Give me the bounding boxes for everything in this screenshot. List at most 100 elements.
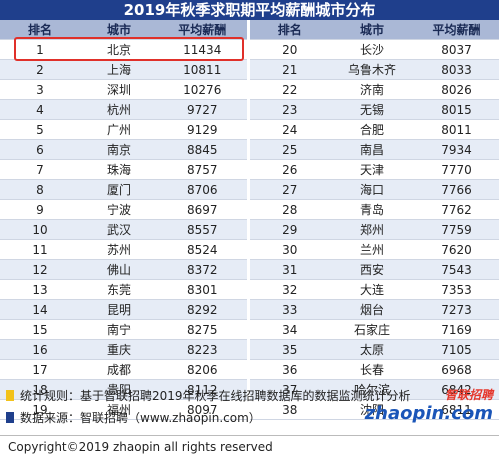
cell-rank-left: 9 <box>0 199 80 220</box>
header-row: 排名 城市 平均薪酬 排名 城市 平均薪酬 <box>0 20 499 40</box>
cell-rank-left: 4 <box>0 99 80 120</box>
cell-salary-right: 7105 <box>414 339 499 360</box>
table-row: 2 上海 10811 21 乌鲁木齐 8033 <box>0 59 499 80</box>
table-row: 11 苏州 8524 30 兰州 7620 <box>0 239 499 260</box>
cell-rank-left: 11 <box>0 239 80 260</box>
cell-salary-right: 8026 <box>414 79 499 100</box>
cell-salary-right: 8033 <box>414 59 499 80</box>
cell-rank-right: 22 <box>246 79 330 100</box>
cell-city-left: 杭州 <box>80 99 158 120</box>
footer-source: 数据来源：智联招聘（www.zhaopin.com） <box>0 409 499 426</box>
table-row: 14 昆明 8292 33 烟台 7273 <box>0 299 499 320</box>
cell-city-left: 深圳 <box>80 79 158 100</box>
cell-rank-left: 12 <box>0 259 80 280</box>
cell-salary-left: 8697 <box>158 199 248 220</box>
table-row: 6 南京 8845 25 南昌 7934 <box>0 139 499 160</box>
header-salary-left: 平均薪酬 <box>158 20 248 40</box>
cell-city-right: 长沙 <box>330 39 414 60</box>
cell-salary-left: 8097 <box>158 399 248 420</box>
cell-rank-left: 16 <box>0 339 80 360</box>
cell-salary-left: 8275 <box>158 319 248 340</box>
cell-salary-left: 8206 <box>158 359 248 380</box>
cell-rank-right: 25 <box>246 139 330 160</box>
table-row: 16 重庆 8223 35 太原 7105 <box>0 339 499 360</box>
cell-city-left: 福州 <box>80 399 158 420</box>
header-city-left: 城市 <box>80 20 158 40</box>
header-rank-right: 排名 <box>246 20 330 40</box>
cell-rank-left: 14 <box>0 299 80 320</box>
cell-salary-right: 7934 <box>414 139 499 160</box>
cell-city-right: 天津 <box>330 159 414 180</box>
cell-city-right: 太原 <box>330 339 414 360</box>
cell-salary-left: 9727 <box>158 99 248 120</box>
cell-city-left: 东莞 <box>80 279 158 300</box>
cell-salary-right: 7762 <box>414 199 499 220</box>
cell-salary-right: 7770 <box>414 159 499 180</box>
cell-salary-right: 8015 <box>414 99 499 120</box>
cell-rank-right: 23 <box>246 99 330 120</box>
cell-rank-right: 20 <box>246 39 330 60</box>
table-row: 1 北京 11434 20 长沙 8037 <box>0 39 499 60</box>
cell-salary-left: 8112 <box>158 379 248 400</box>
cell-rank-left: 3 <box>0 79 80 100</box>
table-row: 10 武汉 8557 29 郑州 7759 <box>0 219 499 240</box>
copyright: Copyright©2019 zhaopin all rights reserv… <box>8 440 273 454</box>
header-city-right: 城市 <box>330 20 414 40</box>
cell-salary-right: 7353 <box>414 279 499 300</box>
table-row: 18 贵阳 8112 37 哈尔滨 6842 <box>0 379 499 400</box>
cell-city-right: 济南 <box>330 79 414 100</box>
cell-rank-left: 19 <box>0 399 80 420</box>
cell-city-left: 武汉 <box>80 219 158 240</box>
table-row: 17 成都 8206 36 长春 6968 <box>0 359 499 380</box>
header-rank-left: 排名 <box>0 20 80 40</box>
cell-rank-left: 18 <box>0 379 80 400</box>
table-row: 5 广州 9129 24 合肥 8011 <box>0 119 499 140</box>
table-row: 9 宁波 8697 28 青岛 7762 <box>0 199 499 220</box>
cell-rank-left: 8 <box>0 179 80 200</box>
cell-salary-right: 7169 <box>414 319 499 340</box>
zhaopin-logo: 智联招聘 zhaopin.com <box>365 386 493 424</box>
cell-rank-left: 2 <box>0 59 80 80</box>
logo-cn: 智联招聘 <box>444 388 493 402</box>
cell-salary-right: 6968 <box>414 359 499 380</box>
cell-rank-right: 27 <box>246 179 330 200</box>
cell-city-left: 重庆 <box>80 339 158 360</box>
cell-salary-right: 8037 <box>414 39 499 60</box>
cell-city-right: 沈阳 <box>330 399 414 420</box>
cell-city-left: 宁波 <box>80 199 158 220</box>
cell-rank-left: 7 <box>0 159 80 180</box>
table-row: 7 珠海 8757 26 天津 7770 <box>0 159 499 180</box>
cell-city-left: 厦门 <box>80 179 158 200</box>
cell-salary-right: 7273 <box>414 299 499 320</box>
logo-en: zhaopin.com <box>364 403 493 424</box>
cell-rank-right: 36 <box>246 359 330 380</box>
cell-city-left: 贵阳 <box>80 379 158 400</box>
cell-salary-left: 8372 <box>158 259 248 280</box>
cell-city-right: 南昌 <box>330 139 414 160</box>
cell-salary-right: 8011 <box>414 119 499 140</box>
cell-city-left: 南京 <box>80 139 158 160</box>
header-salary-right: 平均薪酬 <box>414 20 499 40</box>
cell-city-left: 昆明 <box>80 299 158 320</box>
cell-rank-left: 13 <box>0 279 80 300</box>
rule-marker <box>6 390 14 401</box>
cell-salary-left: 8223 <box>158 339 248 360</box>
cell-rank-left: 10 <box>0 219 80 240</box>
cell-salary-left: 8757 <box>158 159 248 180</box>
cell-salary-right: 7620 <box>414 239 499 260</box>
cell-salary-left: 10811 <box>158 59 248 80</box>
source-marker <box>6 412 14 423</box>
cell-city-right: 海口 <box>330 179 414 200</box>
footer-rule-text: 统计规则：基于智联招聘2019年秋季在线招聘数据库的数据监测统计分析 <box>20 389 411 403</box>
cell-salary-left: 8845 <box>158 139 248 160</box>
cell-rank-right: 26 <box>246 159 330 180</box>
footer-divider <box>0 435 499 436</box>
table-row: 8 厦门 8706 27 海口 7766 <box>0 179 499 200</box>
cell-city-right: 郑州 <box>330 219 414 240</box>
cell-salary-right: 6811 <box>414 399 499 420</box>
salary-table: 排名 城市 平均薪酬 排名 城市 平均薪酬 1 北京 11434 20 长沙 8037 2 上… <box>0 20 499 420</box>
cell-city-left: 上海 <box>80 59 158 80</box>
cell-rank-right: 38 <box>246 399 330 420</box>
table-title: 2019年秋季求职期平均薪酬城市分布 <box>0 0 499 20</box>
cell-salary-right: 6842 <box>414 379 499 400</box>
